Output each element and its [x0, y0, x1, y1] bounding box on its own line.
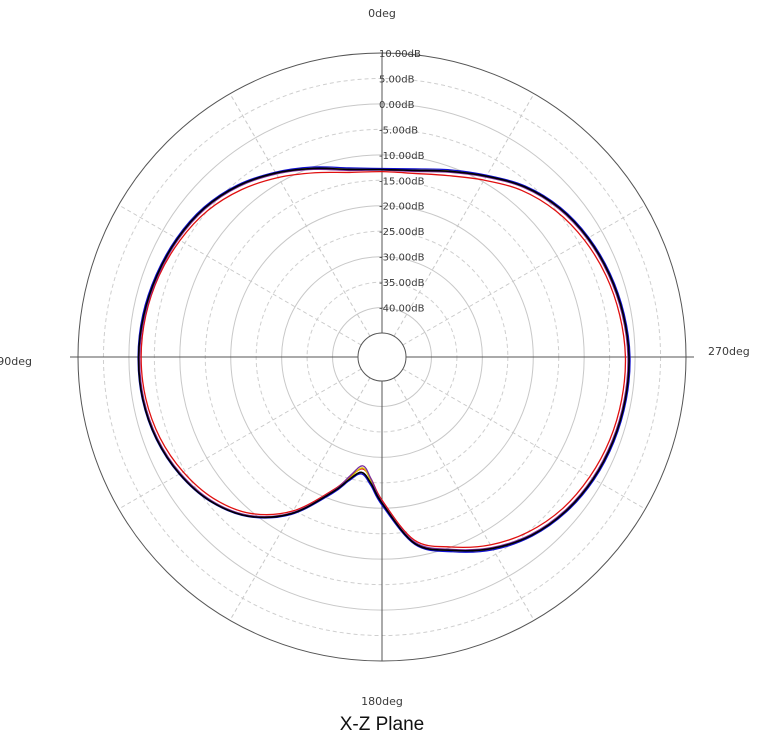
- grid-spoke: [118, 368, 362, 510]
- polar-grid: [70, 52, 694, 662]
- series-line-1: [137, 167, 630, 552]
- radial-tick-label: -25.00dB: [379, 227, 425, 238]
- series-line-2: [137, 166, 631, 553]
- outer-ring: [77, 52, 687, 662]
- grid-spoke: [402, 204, 646, 346]
- radial-tick-label: -5.00dB: [379, 125, 418, 136]
- series-line-4: [138, 168, 629, 551]
- radial-tick-label: -20.00dB: [379, 202, 425, 213]
- radial-tick-label: 10.00dB: [379, 49, 421, 60]
- radial-tick-label: -40.00dB: [379, 304, 425, 315]
- angle-label-180: 180deg: [361, 695, 403, 708]
- angle-label-90: 90deg: [0, 355, 32, 368]
- angle-label-270: 270deg: [708, 345, 750, 358]
- grid-spoke: [229, 377, 371, 621]
- inner-ring: [357, 332, 407, 382]
- grid-spoke: [393, 93, 535, 337]
- series-group: [137, 166, 631, 553]
- grid-spoke: [118, 204, 362, 346]
- angle-labels: 0deg 90deg 180deg 270deg: [0, 7, 750, 708]
- radial-tick-label: -15.00dB: [379, 176, 425, 187]
- angle-label-0: 0deg: [368, 7, 396, 20]
- radial-tick-labels: 10.00dB 5.00dB 0.00dB -5.00dB -10.00dB -15.00…: [379, 49, 425, 315]
- radial-tick-label: 5.00dB: [379, 74, 415, 85]
- grid-spoke: [402, 368, 646, 510]
- radial-tick-label: -10.00dB: [379, 151, 425, 162]
- chart-title: X-Z Plane: [340, 714, 424, 735]
- radial-tick-label: -30.00dB: [379, 253, 425, 264]
- grid-spoke: [229, 93, 371, 337]
- radial-tick-label: -35.00dB: [379, 278, 425, 289]
- grid-spoke: [393, 377, 535, 621]
- radial-tick-label: 0.00dB: [379, 100, 415, 111]
